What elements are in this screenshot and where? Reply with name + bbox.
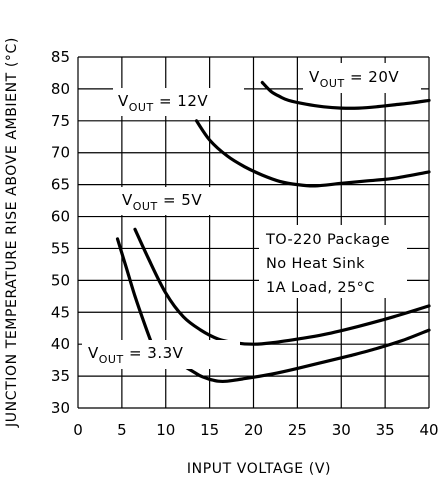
y-tick-label: 40 — [51, 335, 70, 353]
y-tick-label: 30 — [51, 399, 70, 417]
curve-vout-3v3-steep — [115, 237, 161, 359]
series-label-5v: VOUT = 5V — [117, 187, 227, 215]
y-tick-label: 55 — [51, 239, 70, 257]
x-tick-label: 5 — [117, 421, 127, 439]
tick-labels: 0 5 10 15 20 25 30 35 40 30 35 40 45 50 55 60 65 70 75 80 85 — [51, 48, 439, 439]
x-tick-label: 40 — [419, 421, 438, 439]
y-tick-label: 45 — [51, 303, 70, 321]
x-tick-label: 15 — [200, 421, 219, 439]
svg-text:VOUT = 3.3V: VOUT = 3.3V — [88, 344, 184, 366]
x-tick-label: 0 — [73, 421, 83, 439]
package-annotation: TO-220 Package No Heat Sink 1A Load, 25°… — [259, 225, 407, 298]
x-tick-label: 25 — [288, 421, 307, 439]
x-tick-label: 35 — [376, 421, 395, 439]
series-label-20v: VOUT = 20V — [303, 63, 421, 93]
series-label-12v: VOUT = 12V — [113, 88, 244, 116]
x-tick-label: 30 — [332, 421, 351, 439]
y-tick-label: 65 — [51, 176, 70, 194]
curve-vout-5v — [133, 227, 431, 346]
y-tick-label: 85 — [51, 48, 70, 66]
svg-text:VOUT = 20V: VOUT = 20V — [309, 68, 399, 90]
annotation-line-2: No Heat Sink — [266, 256, 365, 272]
y-tick-label: 50 — [51, 271, 70, 289]
x-tick-label: 20 — [244, 421, 263, 439]
y-tick-label: 80 — [51, 80, 70, 98]
x-tick-label: 10 — [156, 421, 175, 439]
svg-text:VOUT = 5V: VOUT = 5V — [122, 191, 202, 213]
y-tick-label: 75 — [51, 112, 70, 130]
y-tick-label: 60 — [51, 208, 70, 226]
annotation-line-1: TO-220 Package — [265, 232, 390, 248]
curve-vout-12v — [194, 119, 431, 188]
y-tick-label: 70 — [51, 144, 70, 162]
curve-vout-3v3-tail — [179, 328, 431, 384]
x-axis-title: INPUT VOLTAGE (V) — [187, 461, 331, 477]
y-axis-title: JUNCTION TEMPERATURE RISE ABOVE AMBIENT … — [4, 37, 20, 428]
y-tick-label: 35 — [51, 367, 70, 385]
annotation-line-3: 1A Load, 25°C — [266, 280, 375, 296]
series-label-3v3: VOUT = 3.3V — [82, 340, 240, 369]
curve-vout-20v — [260, 80, 431, 110]
svg-text:VOUT = 12V: VOUT = 12V — [118, 92, 208, 114]
